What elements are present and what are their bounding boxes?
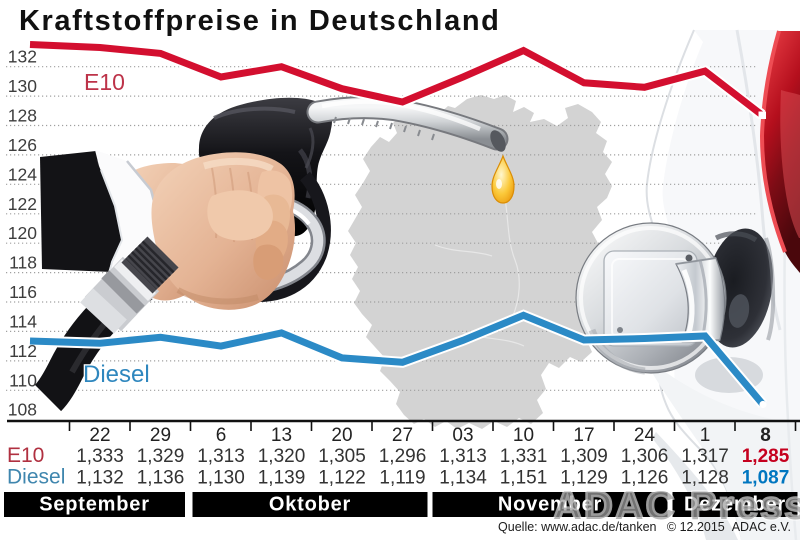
svg-text:122: 122 [8, 194, 37, 214]
svg-text:126: 126 [8, 135, 37, 155]
svg-text:E10: E10 [84, 69, 125, 95]
svg-text:108: 108 [8, 400, 37, 420]
svg-text:124: 124 [8, 164, 37, 184]
svg-text:1,317: 1,317 [681, 446, 729, 467]
svg-text:1,126: 1,126 [621, 468, 669, 489]
svg-text:1,130: 1,130 [197, 468, 245, 489]
svg-text:20: 20 [331, 425, 352, 446]
svg-text:Diesel: Diesel [7, 466, 65, 489]
svg-text:1,285: 1,285 [742, 446, 790, 467]
svg-text:110: 110 [9, 370, 37, 390]
svg-text:132: 132 [8, 47, 37, 67]
svg-text:128: 128 [8, 106, 37, 126]
svg-text:1: 1 [700, 425, 711, 446]
svg-text:03: 03 [452, 425, 473, 446]
svg-text:1,134: 1,134 [439, 468, 487, 489]
svg-text:1,296: 1,296 [379, 446, 427, 467]
svg-text:8: 8 [760, 425, 771, 446]
svg-text:September: September [39, 494, 150, 516]
svg-text:Dezember: Dezember [684, 494, 786, 516]
svg-text:1,136: 1,136 [137, 468, 185, 489]
svg-text:1,132: 1,132 [76, 468, 124, 489]
svg-text:Quelle: www.adac.de/tanken ©: Quelle: www.adac.de/tanken © 12.2015 ADA… [498, 520, 791, 534]
svg-text:E10: E10 [7, 444, 44, 467]
svg-text:22: 22 [89, 425, 110, 446]
svg-text:November: November [498, 494, 602, 516]
svg-text:24: 24 [634, 425, 656, 446]
svg-text:1,305: 1,305 [318, 446, 366, 467]
svg-text:1,151: 1,151 [500, 468, 548, 489]
svg-text:1,331: 1,331 [500, 446, 548, 467]
svg-text:17: 17 [573, 425, 594, 446]
svg-text:1,119: 1,119 [379, 468, 425, 489]
svg-text:1,313: 1,313 [197, 446, 245, 467]
svg-text:116: 116 [9, 282, 37, 302]
svg-text:1,306: 1,306 [621, 446, 669, 467]
svg-text:114: 114 [9, 311, 37, 331]
svg-text:1,087: 1,087 [742, 468, 790, 489]
svg-text:120: 120 [8, 223, 37, 243]
svg-text:13: 13 [271, 425, 292, 446]
svg-text:29: 29 [150, 425, 171, 446]
svg-text:1,329: 1,329 [137, 446, 185, 467]
svg-text:1,309: 1,309 [560, 446, 608, 467]
svg-text:ADAC Presse: ADAC Presse [553, 484, 800, 528]
svg-text:1,333: 1,333 [76, 446, 124, 467]
svg-text:1,128: 1,128 [681, 468, 729, 489]
svg-text:1,139: 1,139 [258, 468, 306, 489]
svg-text:1,313: 1,313 [439, 446, 487, 467]
svg-text:130: 130 [8, 76, 37, 96]
svg-text:1,320: 1,320 [258, 446, 306, 467]
svg-text:1,122: 1,122 [318, 468, 366, 489]
svg-text:1,129: 1,129 [560, 468, 608, 489]
svg-text:27: 27 [392, 425, 413, 446]
svg-text:Diesel: Diesel [83, 361, 150, 388]
svg-text:118: 118 [9, 253, 37, 273]
svg-text:6: 6 [216, 425, 227, 446]
svg-text:Kraftstoffpreise in Deutschlan: Kraftstoffpreise in Deutschland [19, 5, 500, 37]
svg-text:Oktober: Oktober [269, 494, 351, 516]
svg-text:10: 10 [513, 425, 534, 446]
svg-text:112: 112 [9, 341, 37, 361]
